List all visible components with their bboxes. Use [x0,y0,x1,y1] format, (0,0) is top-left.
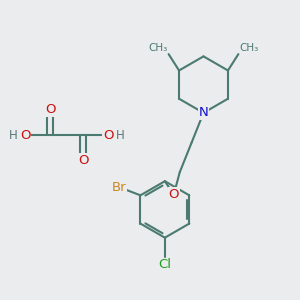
Text: N: N [199,106,208,119]
Text: CH₃: CH₃ [240,43,259,53]
Text: O: O [169,188,179,201]
Text: O: O [45,103,56,116]
Text: Cl: Cl [158,259,171,272]
Text: Br: Br [111,182,126,194]
Text: CH₃: CH₃ [148,43,167,53]
Text: H: H [9,129,18,142]
Text: O: O [20,129,30,142]
Text: O: O [103,129,114,142]
Text: H: H [116,129,124,142]
Text: O: O [78,154,88,167]
